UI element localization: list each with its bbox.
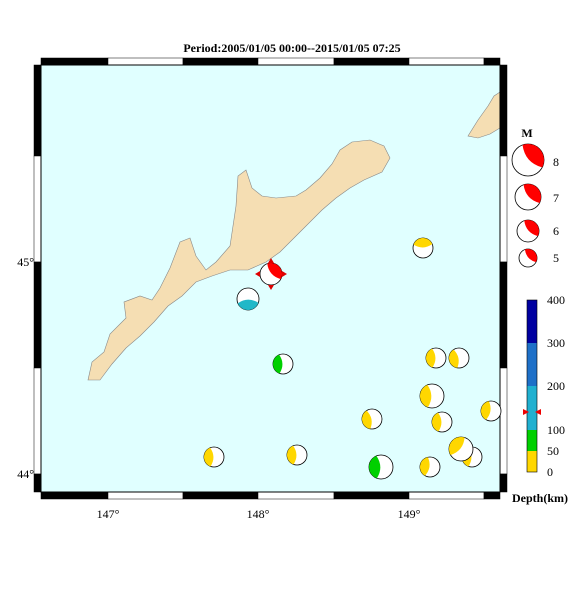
- frame-segment: [33, 261, 42, 369]
- title: Period:2005/01/05 00:00--2015/01/05 07:2…: [183, 41, 400, 55]
- beachball-quadrant: [481, 401, 491, 420]
- island-iturup: [87, 139, 391, 381]
- frame-segment: [257, 57, 335, 66]
- frame-segment: [257, 491, 335, 500]
- beachball-quadrant: [273, 354, 283, 374]
- beachball-quadrant: [524, 249, 537, 263]
- x-label: 149°: [398, 507, 421, 521]
- y-label: 45°: [17, 255, 34, 269]
- frame-segment: [33, 155, 42, 263]
- frame-segment: [483, 491, 501, 500]
- depth-bar-frame: [526, 299, 538, 473]
- legend-label: 5: [553, 251, 559, 265]
- beachball-quadrant: [449, 349, 459, 368]
- legend-label: 6: [553, 224, 559, 238]
- map-frame: [33, 57, 508, 500]
- beachball-quadrant: [362, 410, 372, 429]
- depth-band: [527, 430, 537, 451]
- map-border: [40, 64, 501, 493]
- beachball-quadrant: [287, 445, 297, 465]
- frame-segment: [40, 491, 109, 500]
- beachball-quadrant: [449, 437, 465, 455]
- frame-segment: [499, 473, 508, 493]
- depth-band: [527, 343, 537, 386]
- beachball-quadrant: [522, 143, 544, 168]
- depth-band: [527, 451, 537, 472]
- legend-label: 7: [553, 191, 559, 205]
- legend-title: M: [521, 126, 532, 140]
- depth-title: Depth(km): [512, 491, 568, 505]
- depth-label: 200: [547, 379, 565, 393]
- frame-segment: [483, 57, 501, 66]
- frame-segment: [408, 57, 485, 66]
- frame-segment: [182, 57, 259, 66]
- frame-segment: [33, 473, 42, 493]
- beachball-quadrant: [420, 457, 430, 476]
- frame-segment: [33, 64, 42, 157]
- beachball-quadrant: [426, 348, 436, 368]
- depth-label: 300: [547, 336, 565, 350]
- beachball-quadrant: [237, 299, 259, 310]
- frame-segment: [107, 57, 184, 66]
- frame-segment: [408, 491, 485, 500]
- legend-label: 8: [553, 155, 559, 169]
- depth-label: 400: [547, 293, 565, 307]
- depth-label: 100: [547, 423, 565, 437]
- focal-mechanisms: [203, 143, 545, 480]
- depth-label: 50: [547, 444, 559, 458]
- frame-segment: [107, 491, 184, 500]
- frame-segment: [333, 57, 410, 66]
- beachball-quadrant: [432, 412, 442, 432]
- frame-segment: [499, 64, 508, 157]
- depth-band: [527, 386, 537, 430]
- beachball-quadrant: [368, 455, 381, 479]
- x-label: 147°: [97, 507, 120, 521]
- frame-segment: [182, 491, 259, 500]
- beachball-quadrant: [420, 384, 432, 408]
- frame-segment: [333, 491, 410, 500]
- frame-segment: [33, 367, 42, 475]
- frame-segment: [499, 367, 508, 475]
- x-label: 148°: [247, 507, 270, 521]
- depth-label: 0: [547, 465, 553, 479]
- depth-marker: [523, 409, 541, 415]
- frame-segment: [499, 261, 508, 369]
- beachball-quadrant: [524, 219, 539, 237]
- frame-segment: [40, 57, 109, 66]
- y-label: 44°: [17, 467, 34, 481]
- beachball-quadrant: [267, 263, 282, 280]
- beachball-quadrant: [204, 447, 214, 467]
- beachball-quadrant: [413, 238, 433, 248]
- depth-band: [527, 300, 537, 343]
- beachball-quadrant: [523, 184, 541, 204]
- frame-segment: [499, 155, 508, 263]
